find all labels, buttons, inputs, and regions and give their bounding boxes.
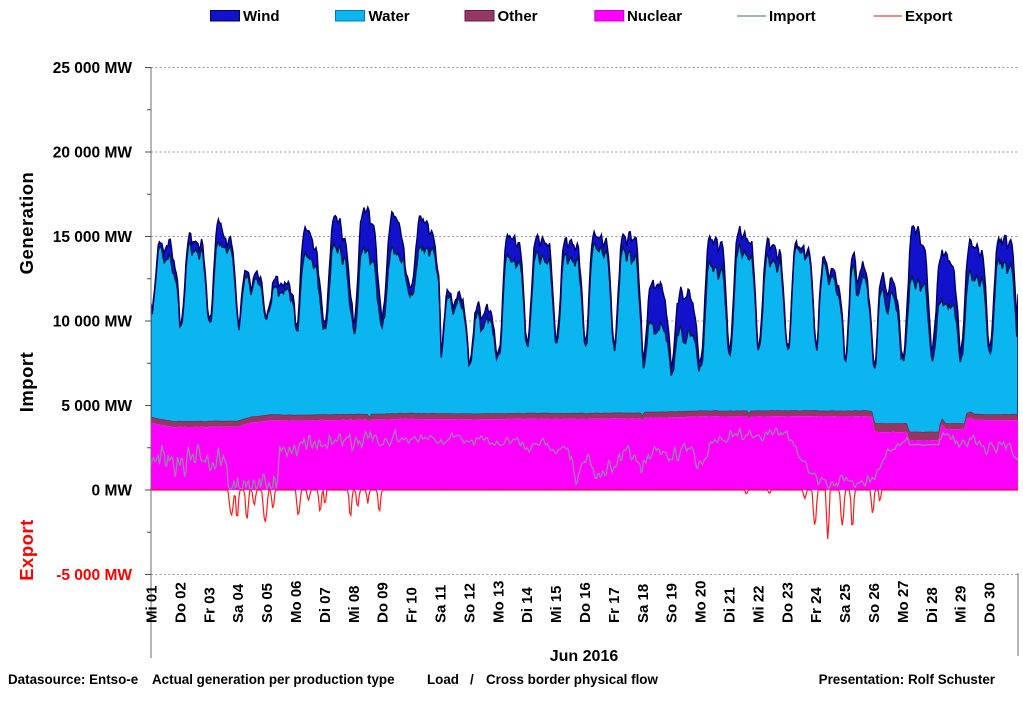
- svg-text:15 000 MW: 15 000 MW: [53, 229, 133, 246]
- svg-text:Sa 18: Sa 18: [635, 584, 652, 623]
- svg-text:Cross border physical flow: Cross border physical flow: [486, 672, 658, 687]
- svg-text:Datasource: Entso-e: Datasource: Entso-e: [8, 672, 138, 687]
- svg-text:Do 30: Do 30: [982, 582, 999, 623]
- svg-text:So 12: So 12: [461, 583, 478, 623]
- svg-text:Import: Import: [769, 8, 816, 25]
- svg-text:Do 16: Do 16: [577, 582, 594, 623]
- svg-text:Load: Load: [427, 672, 459, 687]
- svg-text:Actual generation per producti: Actual generation per production type: [152, 672, 395, 687]
- svg-text:Mo 20: Mo 20: [693, 580, 710, 623]
- svg-text:Other: Other: [498, 8, 538, 25]
- svg-text:0 MW: 0 MW: [92, 482, 133, 499]
- svg-text:Nuclear: Nuclear: [627, 8, 682, 25]
- svg-text:Do 23: Do 23: [779, 582, 796, 623]
- svg-text:Sa 25: Sa 25: [837, 584, 854, 623]
- svg-text:Do 02: Do 02: [172, 582, 189, 623]
- svg-text:Export: Export: [905, 8, 953, 25]
- svg-text:20 000 MW: 20 000 MW: [53, 144, 133, 161]
- svg-text:Di 07: Di 07: [317, 587, 334, 623]
- svg-text:Di 21: Di 21: [722, 587, 739, 623]
- svg-text:Generation: Generation: [16, 172, 37, 275]
- svg-text:/: /: [470, 672, 474, 687]
- svg-text:Di 28: Di 28: [924, 587, 941, 623]
- svg-text:Mi 08: Mi 08: [346, 585, 363, 623]
- svg-text:Fr 17: Fr 17: [606, 587, 623, 623]
- svg-text:25 000 MW: 25 000 MW: [53, 60, 133, 77]
- svg-text:Mi 15: Mi 15: [548, 585, 565, 623]
- svg-text:Mi 29: Mi 29: [953, 585, 970, 623]
- svg-text:Di 14: Di 14: [519, 586, 536, 623]
- svg-text:Fr 03: Fr 03: [201, 587, 218, 623]
- svg-text:Mo 13: Mo 13: [490, 580, 507, 623]
- svg-text:Wind: Wind: [243, 8, 280, 25]
- svg-text:Mi 22: Mi 22: [750, 585, 767, 623]
- svg-text:Do 09: Do 09: [375, 582, 392, 623]
- svg-text:So 26: So 26: [866, 583, 883, 623]
- svg-text:Import: Import: [16, 352, 37, 413]
- svg-text:So 05: So 05: [259, 583, 276, 623]
- svg-text:10 000 MW: 10 000 MW: [53, 313, 133, 330]
- svg-text:Fr 10: Fr 10: [404, 587, 421, 623]
- svg-text:Mo 06: Mo 06: [288, 580, 305, 623]
- svg-text:Water: Water: [369, 8, 410, 25]
- svg-text:Fr 24: Fr 24: [808, 586, 825, 623]
- svg-text:So 19: So 19: [664, 583, 681, 623]
- svg-text:Mo 27: Mo 27: [895, 580, 912, 623]
- svg-text:Mi 01: Mi 01: [144, 585, 161, 623]
- svg-text:Export: Export: [16, 519, 37, 581]
- svg-text:5 000 MW: 5 000 MW: [61, 398, 132, 415]
- svg-text:Sa 11: Sa 11: [433, 585, 450, 623]
- svg-text:-5 000 MW: -5 000 MW: [56, 567, 132, 584]
- svg-text:Sa 04: Sa 04: [230, 583, 247, 623]
- svg-text:Jun 2016: Jun 2016: [550, 648, 619, 665]
- svg-text:Presentation: Rolf Schuster: Presentation: Rolf Schuster: [819, 672, 996, 687]
